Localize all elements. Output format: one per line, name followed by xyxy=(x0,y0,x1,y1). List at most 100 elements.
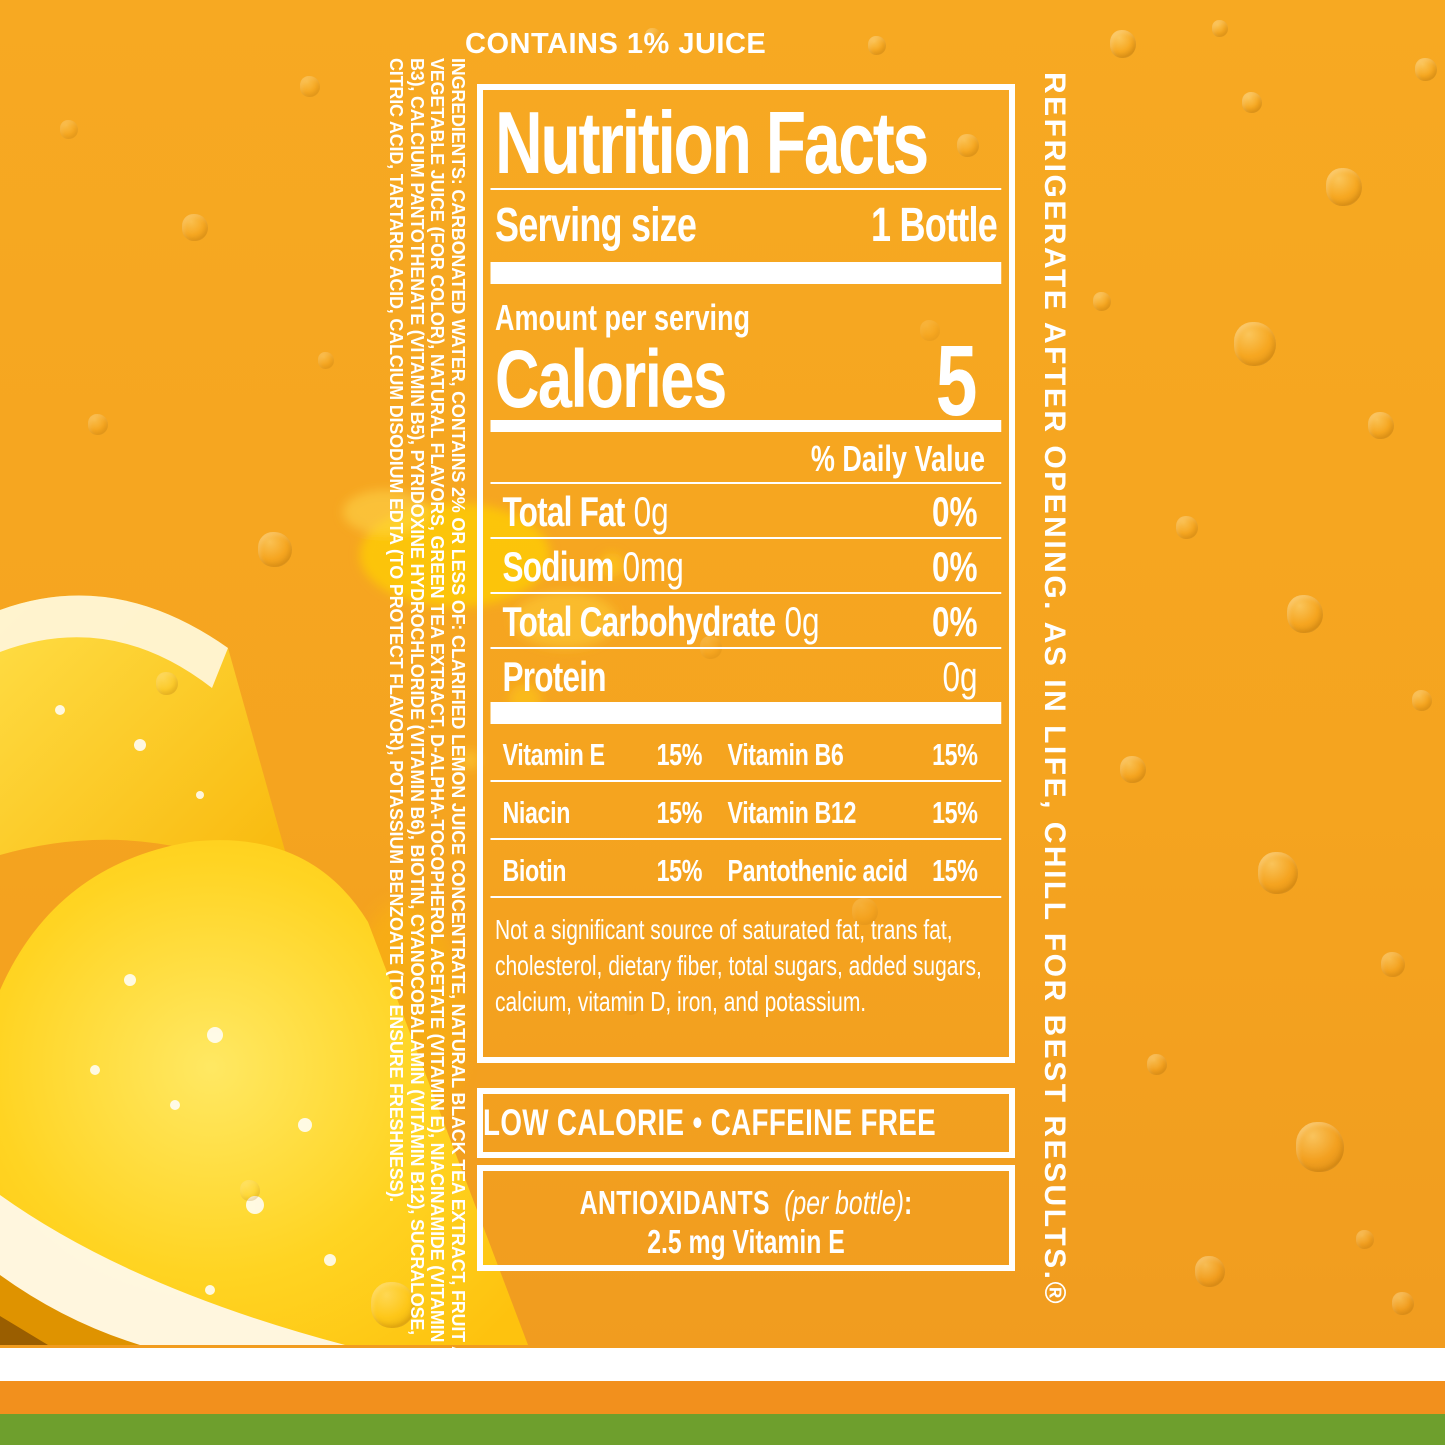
nutrient-name: Protein xyxy=(502,653,607,700)
nutrient-row: Sodium 0mg 0% xyxy=(490,539,1002,594)
per-bottle-label: (per bottle) xyxy=(784,1184,904,1221)
water-droplet xyxy=(1415,58,1437,81)
vitamin-name: Vitamin B12 xyxy=(727,795,857,830)
water-droplet xyxy=(156,672,178,695)
claims-box: LOW CALORIE • CAFFEINE FREE xyxy=(477,1088,1015,1158)
antioxidants-box: ANTIOXIDANTS (per bottle): 2.5 mg Vitami… xyxy=(477,1165,1015,1271)
vitamin-row: Biotin 15% Pantothenic acid 15% xyxy=(490,840,1002,898)
water-droplet xyxy=(1234,322,1276,366)
vitamin-name: Vitamin B6 xyxy=(727,737,844,772)
ingredients-line: B3), CALCIUM PANTOTHENATE (VITAMIN B5), … xyxy=(407,58,427,1335)
water-droplet xyxy=(1212,20,1228,37)
water-droplet xyxy=(1412,690,1432,711)
vitamin-name: Vitamin E xyxy=(502,737,606,772)
vitamin-daily-value: 15% xyxy=(656,737,703,772)
antioxidants-label: ANTIOXIDANTS xyxy=(579,1184,770,1221)
antioxidants-heading-line: ANTIOXIDANTS (per bottle): xyxy=(483,1183,1009,1223)
water-droplet xyxy=(88,414,108,435)
water-droplet xyxy=(1242,92,1262,113)
orange-slice-image xyxy=(0,490,624,1345)
water-droplet xyxy=(622,996,640,1015)
juice-glints xyxy=(55,705,336,1295)
refrigerate-note: REFRIGERATE AFTER OPENING. AS IN LIFE, C… xyxy=(1038,72,1071,1307)
orange-wedge-large xyxy=(0,840,528,1345)
vitamin-name: Pantothenic acid xyxy=(727,853,908,888)
ingredients-line: CITRIC ACID, TARTARIC ACID, CALCIUM DISO… xyxy=(386,58,407,1202)
water-droplet xyxy=(645,28,661,45)
nutrition-facts-panel: Nutrition Facts Serving size 1 Bottle Am… xyxy=(477,84,1015,1063)
divider-thick xyxy=(490,262,1002,284)
ingredients-line: VEGETABLE JUICE (FOR COLOR), NATURAL FLA… xyxy=(427,58,448,1343)
divider xyxy=(490,188,1002,190)
antioxidants-value: 2.5 mg Vitamin E xyxy=(647,1223,845,1260)
not-significant-source-note: Not a significant source of saturated fa… xyxy=(495,914,982,1017)
water-droplet xyxy=(318,352,334,369)
nutrient-daily-value: 0% xyxy=(931,598,978,645)
vitamin-daily-value: 15% xyxy=(932,737,978,772)
water-droplet xyxy=(1368,412,1394,439)
calories-label: Calories xyxy=(495,334,727,425)
divider xyxy=(490,482,1002,484)
water-droplet xyxy=(258,532,292,567)
nutrient-name: Total Carbohydrate xyxy=(502,598,777,645)
daily-value-header: % Daily Value xyxy=(810,438,985,479)
ingredients-list: INGREDIENTS: CARBONATED WATER, CONTAINS … xyxy=(386,58,469,1384)
serving-size-label: Serving size xyxy=(495,199,697,252)
juice-splash xyxy=(343,490,624,770)
water-droplet xyxy=(1120,756,1146,783)
water-droplet xyxy=(1326,168,1362,206)
calories-row: Calories 5 xyxy=(495,325,997,437)
water-droplet xyxy=(240,1180,260,1201)
nutrient-amount: 0g xyxy=(633,488,669,535)
vitamin-name: Niacin xyxy=(502,795,571,830)
water-droplet xyxy=(920,320,940,341)
bottom-strip-white xyxy=(0,1348,1445,1381)
vitamin-row: Niacin 15% Vitamin B12 15% xyxy=(490,782,1002,840)
water-droplet xyxy=(300,76,320,97)
vitamin-daily-value: 15% xyxy=(656,795,703,830)
nutrient-name: Sodium xyxy=(502,543,615,590)
water-droplet xyxy=(1381,952,1405,977)
water-droplet xyxy=(957,134,979,157)
vitamin-daily-value: 15% xyxy=(932,795,978,830)
nutrition-facts-title: Nutrition Facts xyxy=(495,93,929,192)
colon: : xyxy=(903,1184,913,1221)
water-droplet xyxy=(1287,595,1323,633)
nutrient-daily-value: 0% xyxy=(931,543,978,590)
claims-text: LOW CALORIE • CAFFEINE FREE xyxy=(483,1102,937,1143)
water-droplet xyxy=(1093,292,1111,311)
water-droplet xyxy=(868,36,886,55)
water-droplet xyxy=(182,214,208,241)
divider-thick xyxy=(490,702,1002,724)
nutrient-amount: 0mg xyxy=(622,543,684,590)
serving-size-row: Serving size 1 Bottle xyxy=(483,190,1009,262)
water-droplet xyxy=(1356,1230,1374,1249)
vitamin-daily-value: 15% xyxy=(932,853,978,888)
nutrient-amount: 0g xyxy=(942,653,978,700)
water-droplet xyxy=(1195,1256,1225,1287)
nutrient-row: Protein 0g xyxy=(491,649,1002,702)
water-droplet xyxy=(1392,1292,1414,1315)
divider-mid xyxy=(490,420,1002,432)
nutrient-amount: 0g xyxy=(784,598,820,645)
nutrient-row: Total Fat 0g 0% xyxy=(490,484,1002,539)
amount-per-serving-label: Amount per serving xyxy=(495,297,751,338)
serving-size-value: 1 Bottle xyxy=(870,199,998,252)
contains-juice-note: CONTAINS 1% JUICE xyxy=(465,28,767,60)
water-droplet xyxy=(1258,852,1298,894)
vitamin-name: Biotin xyxy=(502,853,567,888)
water-droplet xyxy=(1296,1122,1344,1172)
water-droplet xyxy=(1176,516,1198,539)
calories-value: 5 xyxy=(935,325,978,437)
water-droplet xyxy=(371,1282,415,1328)
bottom-strip-orange xyxy=(0,1381,1445,1414)
water-droplet xyxy=(60,120,78,139)
water-droplet xyxy=(1147,1054,1167,1075)
orange-wedge-small xyxy=(0,595,296,890)
water-droplet xyxy=(852,898,878,925)
nutrient-row: Total Carbohydrate 0g 0% xyxy=(490,594,1002,649)
vitamin-row: Vitamin E 15% Vitamin B6 15% xyxy=(490,724,1002,782)
water-droplet xyxy=(1110,30,1136,58)
bottom-strip-green xyxy=(0,1414,1445,1445)
